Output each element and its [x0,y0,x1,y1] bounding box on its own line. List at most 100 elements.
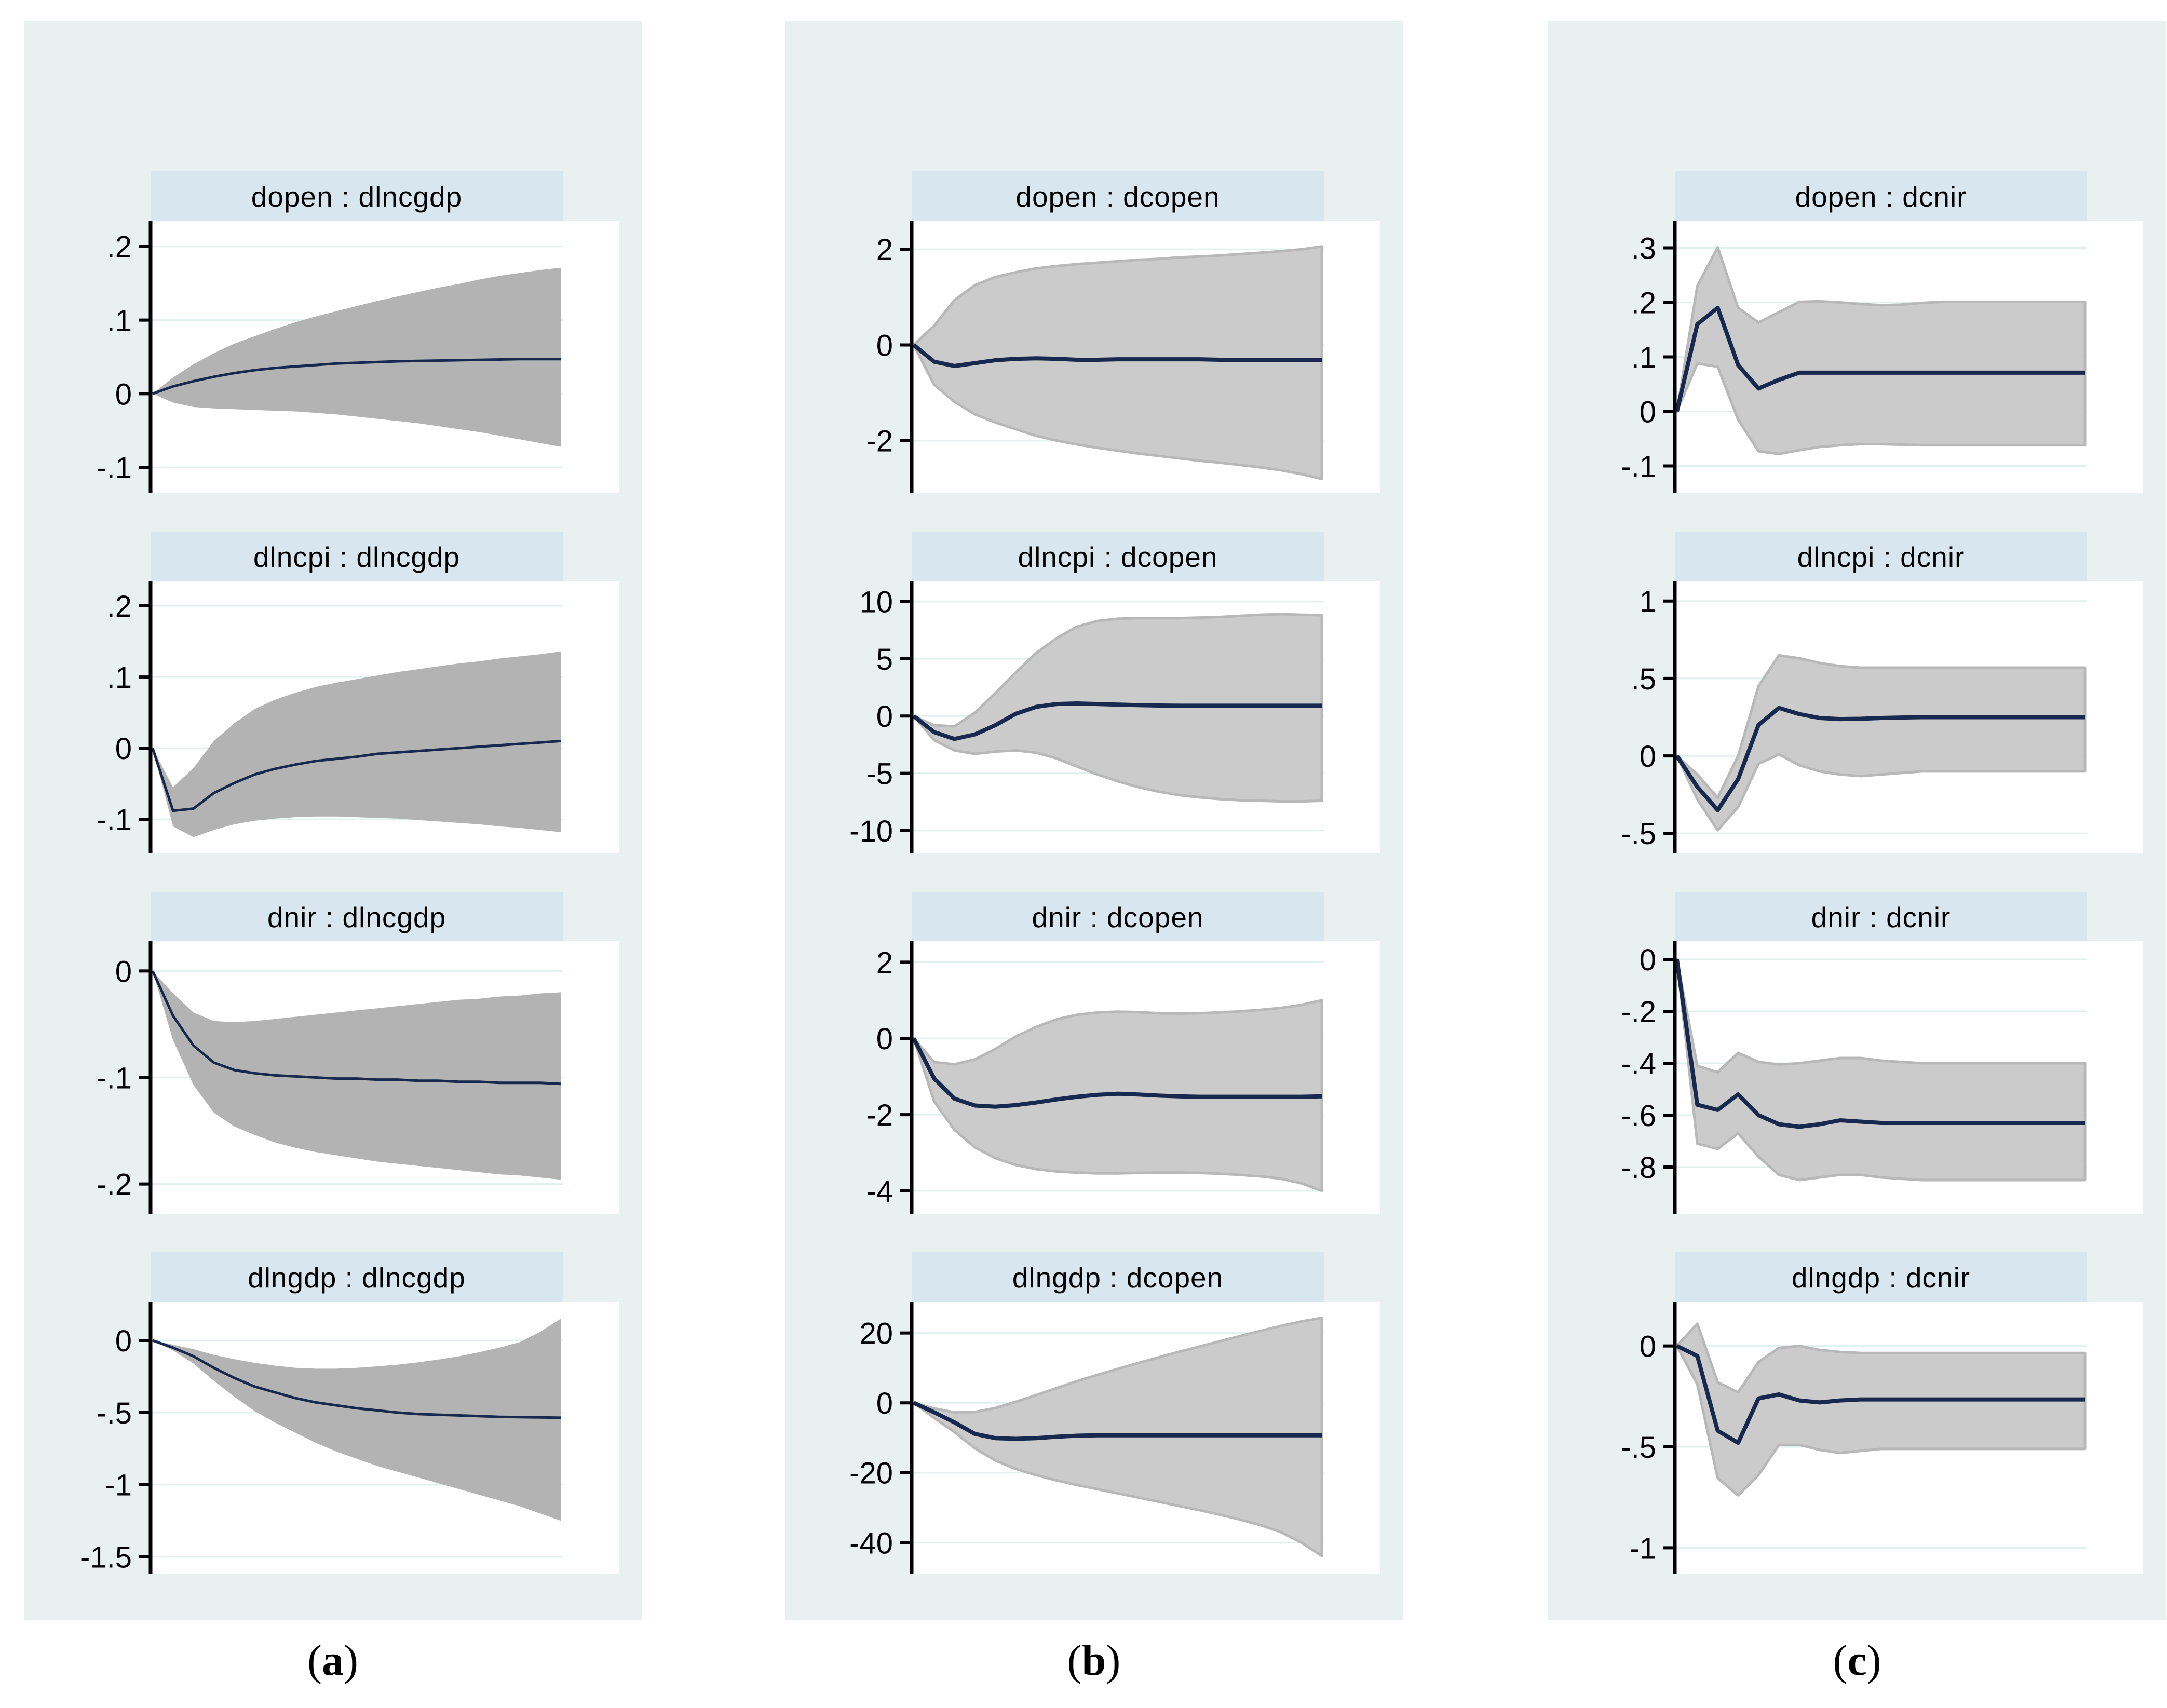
irf-chart: dlngdp : dcopen 20 0 -20 -40 [808,1252,1380,1574]
chart-plot: .3 .2 .1 0 -.1 [1621,221,2143,493]
y-tick-label: .3 [1631,232,1656,265]
y-tick-label: .2 [107,231,132,264]
chart-title: dlncpi : dlncgdp [151,532,563,581]
confidence-band [153,651,561,837]
chart-plot-area: 0 -.5 -1 -1.5 [47,1302,619,1574]
y-tick-label: -.1 [97,451,132,485]
y-tick-label: 0 [1640,740,1656,774]
irf-line [1675,959,2085,1129]
chart-plot: 2 0 -2 -4 [866,941,1380,1214]
caption-paren: ) [344,1636,358,1685]
irf-chart: dopen : dlncgdp .2 .1 0 -.1 [47,171,619,493]
caption-paren: ( [1833,1636,1848,1685]
chart-title: dopen : dcnir [1675,171,2087,221]
y-tick-label: .5 [1631,662,1656,696]
caption-paren: ( [307,1636,322,1685]
chart-title: dopen : dcopen [912,171,1324,221]
y-tick-label: 0 [1640,1330,1656,1363]
chart-plot: 20 0 -20 -40 [849,1302,1380,1574]
caption-letter: c [1847,1636,1867,1685]
irf-line [912,701,1322,741]
y-tick-label: 2 [876,946,893,980]
chart-plot: 0 -.1 -.2 [97,941,619,1214]
y-tick-label: -1.5 [80,1541,132,1574]
chart-title: dnir : dlncgdp [151,892,563,941]
chart-title: dlngdp : dcopen [912,1252,1324,1302]
chart-plot-area: 0 -.2 -.4 -.6 -.8 [1571,941,2143,1214]
y-tick-label: -.5 [97,1397,132,1430]
y-tick-label: 10 [859,586,893,619]
chart-plot-area: 2 0 -2 [808,221,1380,493]
confidence-band [153,971,561,1180]
chart-plot-area: .3 .2 .1 0 -.1 [1571,221,2143,493]
captions-row: (a) (b) (c) [0,1635,2167,1686]
caption-paren: ) [1866,1636,1881,1685]
y-tick-label: -2 [866,1099,893,1132]
chart-plot: 2 0 -2 [866,221,1380,493]
chart-plot-area: 0 -.5 -1 [1571,1302,2143,1574]
y-tick-label: -.5 [1621,1431,1656,1465]
chart-title: dnir : dcopen [912,892,1324,941]
y-tick-label: 0 [115,377,132,411]
y-tick-label: -.6 [1621,1099,1656,1133]
irf-chart: dnir : dlncgdp 0 -.1 -.2 [47,892,619,1214]
y-tick-label: -.2 [1621,995,1656,1029]
y-tick-label: -.8 [1621,1151,1656,1185]
irf-chart: dnir : dcopen 2 0 -2 -4 [808,892,1380,1214]
irf-chart: dlngdp : dlncgdp 0 -.5 -1 -1.5 [47,1252,619,1574]
y-tick-label: -5 [866,757,893,791]
panel-b: dopen : dcopen 2 0 -2 dlncpi : dcopen 10 5 0… [785,21,1403,1620]
irf-line [912,1037,1322,1109]
chart-plot-area: 1 .5 0 -.5 [1571,581,2143,853]
y-tick-label: 0 [115,732,132,766]
y-tick-label: 0 [1640,395,1656,429]
confidence-band [153,267,561,447]
irf-line [152,1339,561,1419]
panel-c: dopen : dcnir .3 .2 .1 0 -.1 dlncpi : dcnir … [1548,21,2166,1620]
chart-plot: 10 5 0 -5 -10 [849,581,1380,853]
irf-chart: dnir : dcnir 0 -.2 -.4 -.6 -.8 [1571,892,2143,1214]
y-tick-label: .2 [107,590,132,623]
y-tick-label: 0 [876,329,893,362]
confidence-band [912,613,1323,803]
irf-chart: dlngdp : dcnir 0 -.5 -1 [1571,1252,2143,1574]
chart-plot: .2 .1 0 -.1 [97,581,619,853]
y-tick-label: -10 [849,815,893,848]
y-tick-label: .1 [1631,341,1656,374]
y-tick-label: 1 [1640,585,1656,619]
y-tick-label: 0 [115,955,132,988]
y-tick-label: .1 [107,661,132,695]
caption-a: (a) [24,1635,642,1686]
y-tick-label: -.5 [1621,817,1656,851]
y-tick-label: 0 [876,700,893,734]
y-tick-label: -1 [1629,1531,1656,1565]
chart-title: dlncpi : dcnir [1675,532,2087,581]
y-tick-label: 0 [115,1324,132,1358]
chart-title: dlngdp : dlncgdp [151,1252,563,1302]
y-tick-label: .1 [107,304,132,337]
chart-plot-area: 20 0 -20 -40 [808,1302,1380,1574]
y-tick-label: -.4 [1621,1047,1656,1081]
y-tick-label: 20 [859,1317,893,1350]
caption-paren: ( [1067,1636,1082,1685]
chart-plot-area: .2 .1 0 -.1 [47,221,619,493]
irf-chart: dlncpi : dlncgdp .2 .1 0 -.1 [47,532,619,853]
panels-row: dopen : dlncgdp .2 .1 0 -.1 dlncpi : dlncgd… [0,21,2167,1620]
irf-chart: dopen : dcopen 2 0 -2 [808,171,1380,493]
chart-title: dlngdp : dcnir [1675,1252,2087,1302]
y-tick-label: 0 [876,1022,893,1056]
y-tick-label: -.2 [97,1168,132,1201]
chart-plot-area: 0 -.1 -.2 [47,941,619,1214]
chart-plot-area: 10 5 0 -5 -10 [808,581,1380,853]
irf-line [152,358,561,395]
y-tick-label: 0 [876,1387,893,1420]
y-tick-label: -.1 [97,803,132,837]
irf-line [913,1401,1322,1441]
irf-line [151,739,561,812]
caption-c: (c) [1548,1635,2166,1686]
irf-line [151,970,561,1086]
chart-plot: 1 .5 0 -.5 [1621,581,2143,853]
irf-chart: dlncpi : dcopen 10 5 0 -5 -10 [808,532,1380,853]
y-tick-label: 2 [876,233,893,267]
chart-plot: 0 -.2 -.4 -.6 -.8 [1621,941,2143,1214]
